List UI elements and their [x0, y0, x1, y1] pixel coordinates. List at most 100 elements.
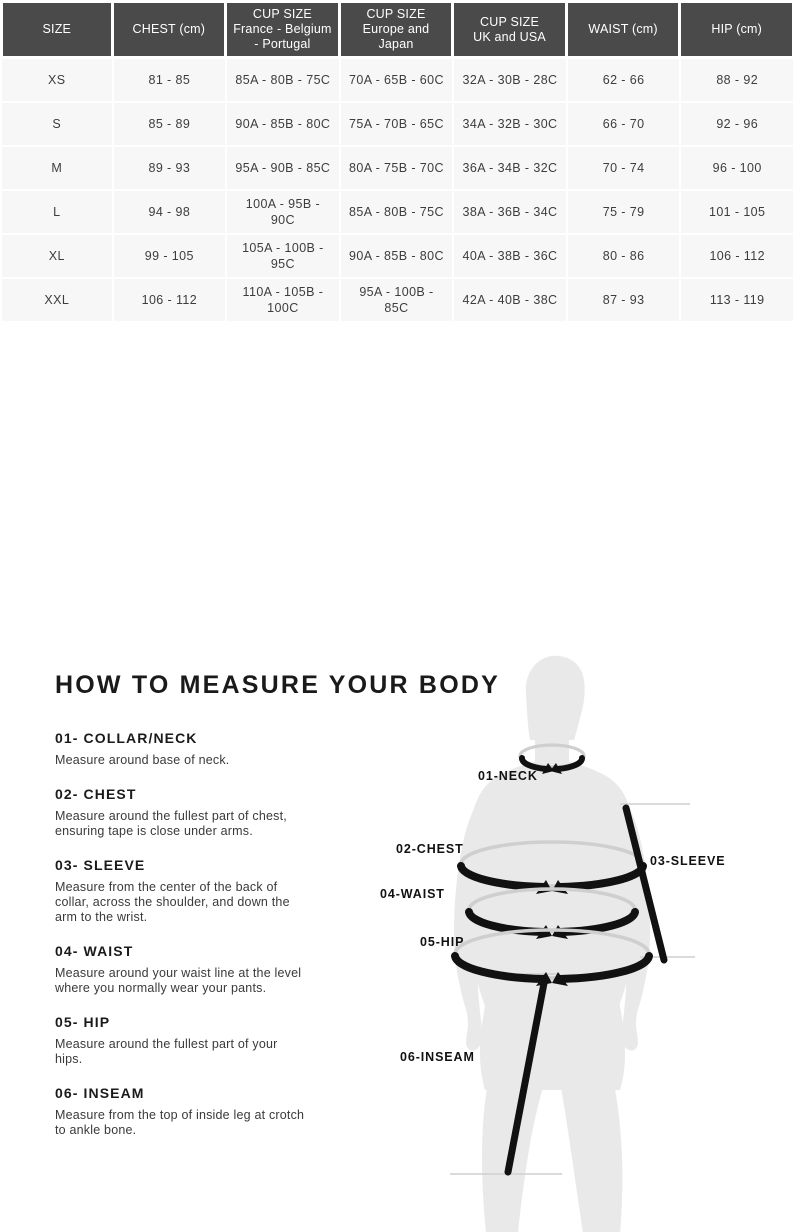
figure-label-sleeve: 03-SLEEVE: [650, 854, 726, 868]
column-header-cup-size-france-belgium-portugal: CUP SIZE France - Belgium - Portugal: [227, 0, 341, 59]
column-header-line1: CHEST (cm): [132, 22, 206, 36]
cell-waist: 66 - 70: [567, 103, 682, 147]
column-header-line1: SIZE: [42, 22, 72, 36]
cell-cup-eu: 80A - 75B - 70C: [340, 147, 455, 191]
instruction-item-waist: 04- WAIST Measure around your waist line…: [55, 943, 305, 996]
instruction-heading: 04- WAIST: [55, 943, 134, 959]
column-header-line1: CUP SIZE: [366, 7, 426, 21]
column-header-size: SIZE: [0, 0, 114, 59]
instruction-item-sleeve: 03- SLEEVE Measure from the center of th…: [55, 857, 305, 925]
table-row: M 89 - 93 95A - 90B - 85C 80A - 75B - 70…: [0, 147, 795, 191]
cell-waist: 80 - 86: [567, 235, 682, 279]
cell-chest: 85 - 89: [113, 103, 228, 147]
cell-waist: 87 - 93: [567, 279, 682, 323]
column-header-line1: CUP SIZE: [252, 7, 312, 21]
cell-cup-eu: 70A - 65B - 60C: [340, 59, 455, 103]
body-silhouette-svg: [450, 655, 695, 1232]
column-header-line2: UK and USA: [473, 29, 546, 44]
cell-size: M: [0, 147, 114, 191]
table-row: XXL 106 - 112 110A - 105B - 100C 95A - 1…: [0, 279, 795, 323]
instruction-item-chest: 02- CHEST Measure around the fullest par…: [55, 786, 305, 839]
cell-cup-uk: 42A - 40B - 38C: [454, 279, 568, 323]
figure-label-neck: 01-NECK: [478, 769, 538, 783]
column-header-hip: HIP (cm): [681, 0, 795, 59]
cell-waist: 75 - 79: [567, 191, 682, 235]
instruction-heading: 03- SLEEVE: [55, 857, 146, 873]
table-body: XS 81 - 85 85A - 80B - 75C 70A - 65B - 6…: [0, 59, 795, 323]
cell-hip: 101 - 105: [681, 191, 795, 235]
column-header-cup-size-uk-usa: CUP SIZE UK and USA: [454, 0, 568, 59]
size-chart-table-container: SIZE CHEST (cm) CUP SIZE France - Belgiu…: [0, 0, 795, 323]
cell-size: XS: [0, 59, 114, 103]
cell-hip: 88 - 92: [681, 59, 795, 103]
table-header-row: SIZE CHEST (cm) CUP SIZE France - Belgiu…: [0, 0, 795, 59]
cell-cup-fr: 95A - 90B - 85C: [227, 147, 341, 191]
cell-chest: 89 - 93: [113, 147, 228, 191]
silhouette-figure-icon: [454, 655, 650, 1232]
instruction-body: Measure from the top of inside leg at cr…: [55, 1108, 305, 1137]
instruction-item-inseam: 06- INSEAM Measure from the top of insid…: [55, 1085, 305, 1138]
instruction-item-collar-neck: 01- COLLAR/NECK Measure around base of n…: [55, 730, 305, 768]
cell-cup-eu: 95A - 100B - 85C: [340, 279, 455, 323]
cell-cup-fr: 100A - 95B - 90C: [227, 191, 341, 235]
cell-cup-eu: 85A - 80B - 75C: [340, 191, 455, 235]
instruction-body: Measure from the center of the back of c…: [55, 880, 290, 924]
cell-cup-fr: 105A - 100B - 95C: [227, 235, 341, 279]
instruction-body: Measure around base of neck.: [55, 753, 230, 767]
table-header: SIZE CHEST (cm) CUP SIZE France - Belgiu…: [0, 0, 795, 59]
instruction-body: Measure around your waist line at the le…: [55, 966, 302, 995]
table-row: S 85 - 89 90A - 85B - 80C 75A - 70B - 65…: [0, 103, 795, 147]
column-header-line1: HIP (cm): [711, 22, 763, 36]
cell-chest: 94 - 98: [113, 191, 228, 235]
figure-label-chest: 02-CHEST: [396, 842, 464, 856]
instruction-body: Measure around the fullest part of chest…: [55, 809, 287, 838]
figure-label-inseam: 06-INSEAM: [400, 1050, 475, 1064]
cell-cup-fr: 90A - 85B - 80C: [227, 103, 341, 147]
instruction-item-hip: 05- HIP Measure around the fullest part …: [55, 1014, 305, 1067]
cell-cup-uk: 38A - 36B - 34C: [454, 191, 568, 235]
table-row: L 94 - 98 100A - 95B - 90C 85A - 80B - 7…: [0, 191, 795, 235]
cell-hip: 96 - 100: [681, 147, 795, 191]
neck-measure-loop-icon: [518, 743, 586, 774]
cell-waist: 70 - 74: [567, 147, 682, 191]
column-header-cup-size-europe-japan: CUP SIZE Europe and Japan: [340, 0, 455, 59]
cell-chest: 99 - 105: [113, 235, 228, 279]
cell-hip: 92 - 96: [681, 103, 795, 147]
figure-label-waist: 04-WAIST: [380, 887, 445, 901]
cell-cup-uk: 36A - 34B - 32C: [454, 147, 568, 191]
table-row: XL 99 - 105 105A - 100B - 95C 90A - 85B …: [0, 235, 795, 279]
cell-size: XL: [0, 235, 114, 279]
column-header-line2: Europe and Japan: [362, 22, 430, 51]
cell-cup-fr: 85A - 80B - 75C: [227, 59, 341, 103]
column-header-chest: CHEST (cm): [113, 0, 228, 59]
instruction-body: Measure around the fullest part of your …: [55, 1037, 278, 1066]
instruction-heading: 01- COLLAR/NECK: [55, 730, 198, 746]
figure-label-hip: 05-HIP: [420, 935, 465, 949]
size-chart-table: SIZE CHEST (cm) CUP SIZE France - Belgiu…: [0, 0, 795, 323]
section-title: HOW TO MEASURE YOUR BODY: [55, 671, 500, 699]
cell-cup-eu: 90A - 85B - 80C: [340, 235, 455, 279]
instruction-heading: 02- CHEST: [55, 786, 137, 802]
cell-chest: 106 - 112: [113, 279, 228, 323]
instruction-heading: 05- HIP: [55, 1014, 111, 1030]
cell-waist: 62 - 66: [567, 59, 682, 103]
how-to-measure-section: HOW TO MEASURE YOUR BODY 01- COLLAR/NECK…: [0, 322, 795, 1232]
column-header-line1: CUP SIZE: [480, 14, 540, 29]
cell-size: L: [0, 191, 114, 235]
cell-cup-uk: 40A - 38B - 36C: [454, 235, 568, 279]
column-header-line2: France - Belgium - Portugal: [233, 22, 332, 51]
cell-size: XXL: [0, 279, 114, 323]
cell-chest: 81 - 85: [113, 59, 228, 103]
cell-hip: 106 - 112: [681, 235, 795, 279]
column-header-waist: WAIST (cm): [567, 0, 682, 59]
body-diagram: 01-NECK 02-CHEST 04-WAIST 05-HIP 03-SLEE…: [330, 652, 795, 1232]
column-header-line1: WAIST (cm): [588, 22, 658, 36]
measurement-instructions-list: 01- COLLAR/NECK Measure around base of n…: [55, 730, 305, 1156]
cell-hip: 113 - 119: [681, 279, 795, 323]
cell-cup-uk: 32A - 30B - 28C: [454, 59, 568, 103]
instruction-heading: 06- INSEAM: [55, 1085, 145, 1101]
table-row: XS 81 - 85 85A - 80B - 75C 70A - 65B - 6…: [0, 59, 795, 103]
cell-cup-eu: 75A - 70B - 65C: [340, 103, 455, 147]
cell-cup-fr: 110A - 105B - 100C: [227, 279, 341, 323]
cell-cup-uk: 34A - 32B - 30C: [454, 103, 568, 147]
